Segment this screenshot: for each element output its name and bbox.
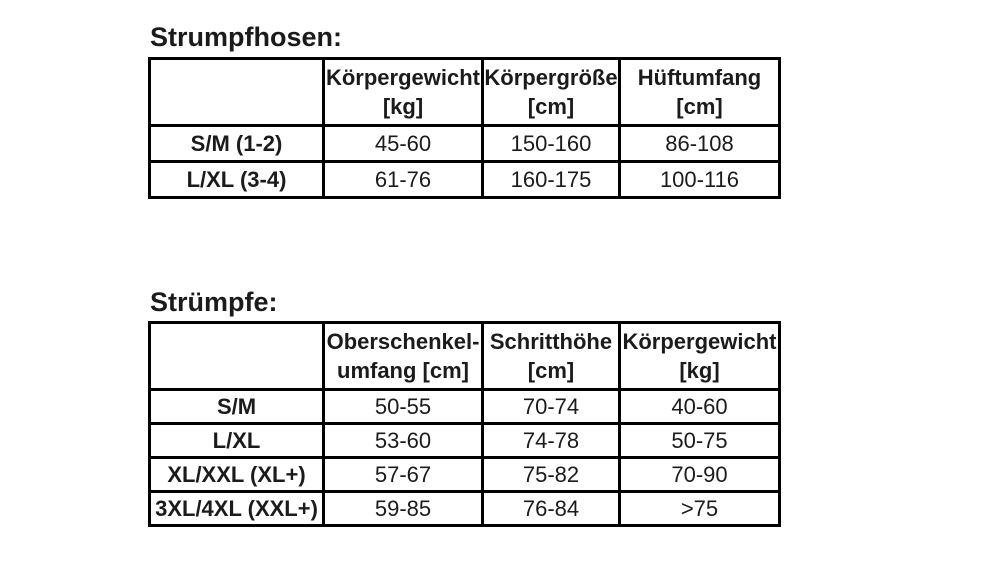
header-line: umfang [cm] bbox=[337, 358, 469, 383]
header-cell-schritthoehe: Schritthöhe [cm] bbox=[481, 321, 621, 391]
value-cell: 86-108 bbox=[618, 124, 781, 163]
value-cell: 160-175 bbox=[481, 160, 621, 199]
size-label: L/XL (3-4) bbox=[148, 160, 325, 199]
header-cell-koerpergewicht: Körpergewicht [kg] bbox=[322, 57, 484, 127]
header-line: [kg] bbox=[382, 94, 424, 119]
header-line: Hüftumfang bbox=[637, 65, 762, 90]
value-cell: 59-85 bbox=[322, 490, 484, 527]
value-cell: 76-84 bbox=[481, 490, 621, 527]
value-cell: 61-76 bbox=[322, 160, 484, 199]
header-line: [cm] bbox=[676, 94, 723, 119]
header-line: [kg] bbox=[679, 358, 720, 383]
value-cell: 45-60 bbox=[322, 124, 484, 163]
table-row: L/XL 53-60 74-78 50-75 bbox=[148, 422, 781, 459]
table-row: XL/XXL (XL+) 57-67 75-82 70-90 bbox=[148, 456, 781, 493]
value-cell: >75 bbox=[618, 490, 781, 527]
value-cell: 50-55 bbox=[322, 388, 484, 425]
header-row: Oberschenkel- umfang [cm] Schritthöhe [c… bbox=[148, 321, 781, 391]
header-line: Körpergröße bbox=[484, 65, 618, 90]
header-line: Körpergewicht bbox=[325, 65, 481, 90]
size-label: 3XL/4XL (XXL+) bbox=[148, 490, 325, 527]
size-label: S/M (1-2) bbox=[148, 124, 325, 163]
value-cell: 75-82 bbox=[481, 456, 621, 493]
value-cell: 70-74 bbox=[481, 388, 621, 425]
strumpfhosen-title: Strumpfhosen: bbox=[150, 22, 342, 52]
header-cell-koerpergewicht: Körpergewicht [kg] bbox=[618, 321, 781, 391]
table-row: S/M (1-2) 45-60 150-160 86-108 bbox=[148, 124, 781, 163]
header-line: [cm] bbox=[527, 94, 575, 119]
value-cell: 40-60 bbox=[618, 388, 781, 425]
size-label: L/XL bbox=[148, 422, 325, 459]
header-row: Körpergewicht [kg] Körpergröße [cm] Hüft… bbox=[148, 57, 781, 127]
value-cell: 150-160 bbox=[481, 124, 621, 163]
struempfe-title: Strümpfe: bbox=[150, 287, 278, 317]
value-cell: 50-75 bbox=[618, 422, 781, 459]
size-label: XL/XXL (XL+) bbox=[148, 456, 325, 493]
header-line: [cm] bbox=[527, 358, 575, 383]
header-cell-hueftumfang: Hüftumfang [cm] bbox=[618, 57, 781, 127]
value-cell: 100-116 bbox=[618, 160, 781, 199]
struempfe-table: Oberschenkel- umfang [cm] Schritthöhe [c… bbox=[148, 321, 781, 527]
header-line: Oberschenkel- bbox=[326, 329, 480, 354]
size-label: S/M bbox=[148, 388, 325, 425]
value-cell: 53-60 bbox=[322, 422, 484, 459]
strumpfhosen-table: Körpergewicht [kg] Körpergröße [cm] Hüft… bbox=[148, 57, 781, 199]
header-line: Körpergewicht bbox=[622, 329, 777, 354]
table-row: 3XL/4XL (XXL+) 59-85 76-84 >75 bbox=[148, 490, 781, 527]
header-line: Schritthöhe bbox=[489, 329, 613, 354]
table-row: L/XL (3-4) 61-76 160-175 100-116 bbox=[148, 160, 781, 199]
table-row: S/M 50-55 70-74 40-60 bbox=[148, 388, 781, 425]
header-cell-koerpergroesse: Körpergröße [cm] bbox=[481, 57, 621, 127]
header-cell-oberschenkelumfang: Oberschenkel- umfang [cm] bbox=[322, 321, 484, 391]
value-cell: 70-90 bbox=[618, 456, 781, 493]
value-cell: 74-78 bbox=[481, 422, 621, 459]
header-cell-empty bbox=[148, 57, 325, 127]
header-cell-empty bbox=[148, 321, 325, 391]
value-cell: 57-67 bbox=[322, 456, 484, 493]
